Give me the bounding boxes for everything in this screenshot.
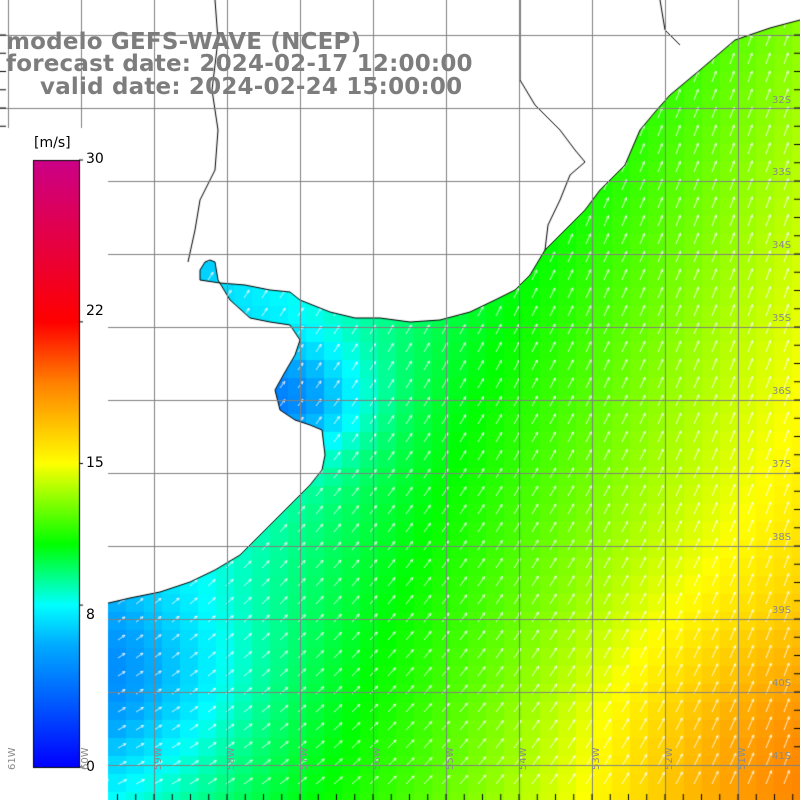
- colorbar-tick-15: 15: [86, 455, 104, 471]
- colorbar-tick-0: 0: [86, 759, 95, 775]
- lon-label: 56W: [372, 747, 383, 770]
- colorbar-tick-22: 22: [86, 303, 104, 319]
- colorbar-unit: [m/s]: [34, 135, 71, 151]
- lon-label: 57W: [299, 747, 310, 770]
- lon-label: 53W: [591, 747, 602, 770]
- lat-label: 32S: [772, 95, 792, 106]
- lon-label: 58W: [226, 747, 237, 770]
- valid-date: valid date: 2024-02-24 15:00:00: [40, 74, 463, 100]
- lon-label: 59W: [153, 747, 164, 770]
- lon-label: 51W: [737, 747, 748, 770]
- lon-label: 61W: [7, 747, 18, 770]
- lat-label: 41S: [772, 751, 792, 762]
- colorbar-tick-8: 8: [86, 607, 95, 623]
- lon-label: 55W: [445, 747, 456, 770]
- lat-label: 36S: [772, 386, 792, 397]
- lon-label: 54W: [518, 747, 529, 770]
- lat-label: 34S: [772, 240, 792, 251]
- forecast-date: forecast date: 2024-02-17 12:00:00: [6, 51, 473, 77]
- lat-label: 33S: [772, 167, 792, 178]
- lat-label: 35S: [772, 313, 792, 324]
- lat-label: 38S: [772, 532, 792, 543]
- lon-label: 60W: [80, 747, 91, 770]
- lat-label: 40S: [772, 678, 792, 689]
- lon-label: 52W: [664, 747, 675, 770]
- lat-label: 39S: [772, 605, 792, 616]
- lat-label: 37S: [772, 459, 792, 470]
- colorbar-tick-30: 30: [86, 151, 104, 167]
- model-title: modelo GEFS-WAVE (NCEP): [6, 29, 362, 55]
